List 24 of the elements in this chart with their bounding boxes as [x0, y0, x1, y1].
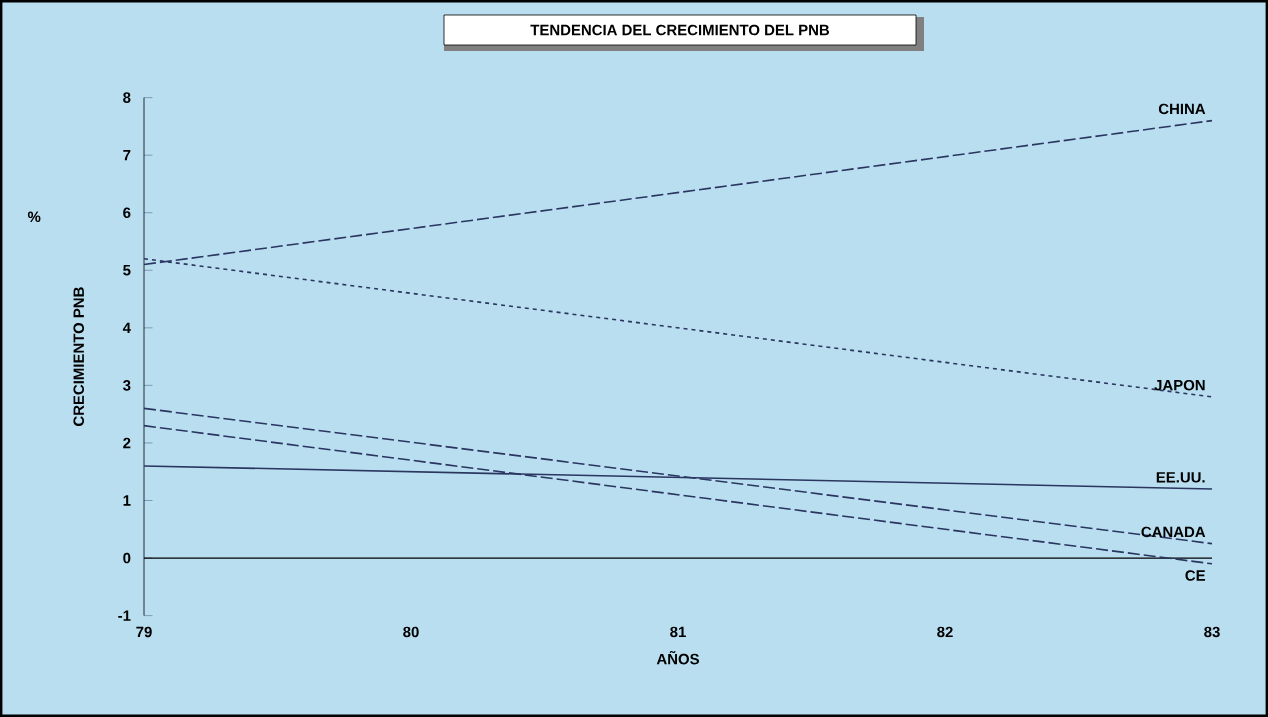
- x-tick-label: 80: [403, 626, 419, 638]
- series-label: CANADA: [1141, 526, 1206, 538]
- y-tick-label: -1: [118, 610, 131, 621]
- chart-title: TENDENCIA DEL CRECIMIENTO DEL PNB: [530, 24, 830, 36]
- y-tick-label: 6: [123, 207, 131, 219]
- x-tick-label: 82: [937, 626, 953, 638]
- series-label: JAPON: [1154, 379, 1205, 391]
- text: %: [27, 211, 41, 223]
- y-tick-label: 2: [123, 437, 131, 449]
- y-axis-title: CRECIMIENTO PNB: [73, 287, 85, 426]
- x-tick-label: 81: [670, 626, 686, 638]
- y-tick-label: 1: [123, 495, 131, 506]
- x-axis-title: AÑOS: [656, 650, 699, 665]
- y-tick-label: 4: [122, 322, 131, 333]
- x-tick-label: 79: [136, 626, 152, 638]
- series-label: EE.UU.: [1156, 472, 1205, 483]
- y-tick-label: 8: [123, 92, 131, 103]
- series-label: CE: [1185, 570, 1206, 581]
- y-tick-label: 0: [123, 552, 131, 564]
- x-tick-label: 83: [1204, 626, 1220, 638]
- series-label: CHINA: [1158, 103, 1206, 115]
- y-tick-label: 3: [123, 380, 131, 391]
- y-tick-label: 5: [123, 265, 131, 276]
- y-tick-label: 7: [123, 150, 131, 161]
